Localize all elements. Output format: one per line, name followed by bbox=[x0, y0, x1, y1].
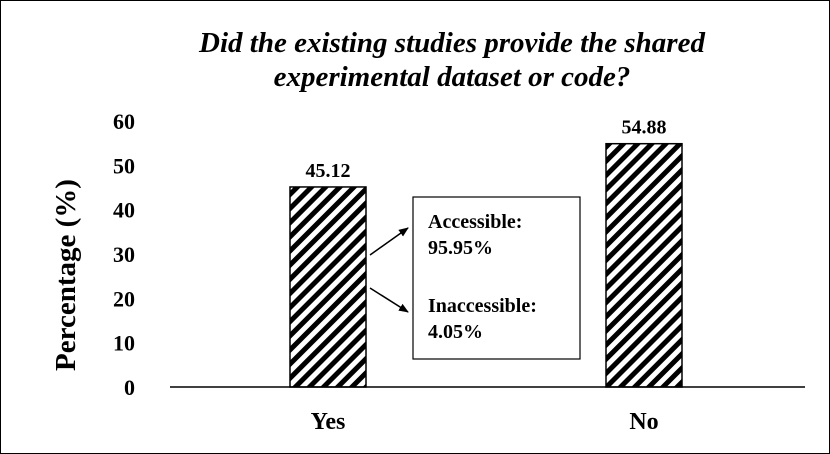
y-axis-label: Percentage (%) bbox=[50, 179, 82, 371]
bar-no bbox=[605, 142, 683, 388]
y-tick-label: 40 bbox=[113, 198, 135, 223]
chart-title-line-2: experimental dataset or code? bbox=[274, 61, 631, 93]
annotation-inaccessible-value: 4.05% bbox=[428, 321, 483, 343]
data-label-yes: 45.12 bbox=[306, 160, 351, 182]
x-category-label-yes: Yes bbox=[311, 409, 346, 435]
bar-yes bbox=[289, 186, 367, 388]
y-axis-ticks: 0 10 20 30 40 50 60 bbox=[113, 109, 135, 400]
annotation-accessible-value: 95.95% bbox=[428, 237, 493, 259]
bars bbox=[289, 142, 683, 388]
y-tick-label: 30 bbox=[113, 242, 135, 267]
annotation-inaccessible-label: Inaccessible: bbox=[428, 295, 537, 317]
chart-title-line-1: Did the existing studies provide the sha… bbox=[198, 27, 705, 59]
annotation-box bbox=[412, 196, 581, 360]
y-tick-label: 60 bbox=[113, 109, 135, 134]
y-tick-label: 50 bbox=[113, 153, 135, 178]
x-category-label-no: No bbox=[629, 409, 658, 435]
arrow-inaccessible bbox=[369, 287, 409, 313]
x-axis-categories: Yes No bbox=[311, 409, 659, 435]
y-tick-label: 20 bbox=[113, 286, 135, 311]
data-labels: 45.12 54.88 bbox=[306, 117, 667, 182]
y-tick-label: 0 bbox=[124, 375, 135, 400]
annotation-accessible-label: Accessible: bbox=[428, 211, 522, 233]
data-label-no: 54.88 bbox=[622, 117, 667, 139]
arrow-accessible bbox=[369, 227, 409, 256]
y-tick-label: 10 bbox=[113, 331, 135, 356]
